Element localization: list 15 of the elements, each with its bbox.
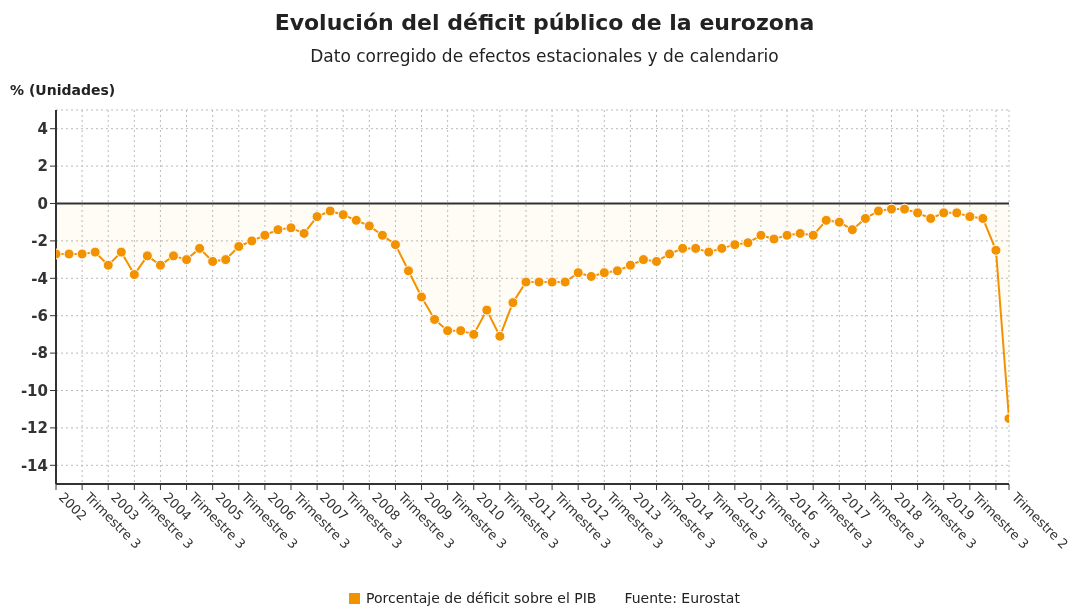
y-tick-label: -14	[20, 456, 48, 475]
y-tick-label: -4	[31, 269, 48, 288]
y-tick-label: 4	[37, 120, 48, 139]
chart-title: Evolución del déficit público de la eurozona	[273, 10, 816, 35]
source-note: Fuente: Eurostat	[624, 590, 740, 606]
y-tick-label: 2	[37, 157, 48, 176]
y-tick-label: 0	[37, 194, 48, 213]
y-tick-label: -6	[31, 307, 48, 326]
y-tick-label: -12	[20, 419, 48, 438]
y-tick-label: -10	[20, 381, 48, 400]
y-tick-label: -2	[31, 232, 48, 251]
chart-subtitle: Dato corregido de efectos estacionales y de calendario	[309, 46, 780, 66]
y-tick-label: -8	[31, 344, 48, 363]
y-axis-title: % (Unidades)	[10, 82, 116, 98]
legend-label: Porcentaje de déficit sobre el PIB	[366, 590, 597, 606]
